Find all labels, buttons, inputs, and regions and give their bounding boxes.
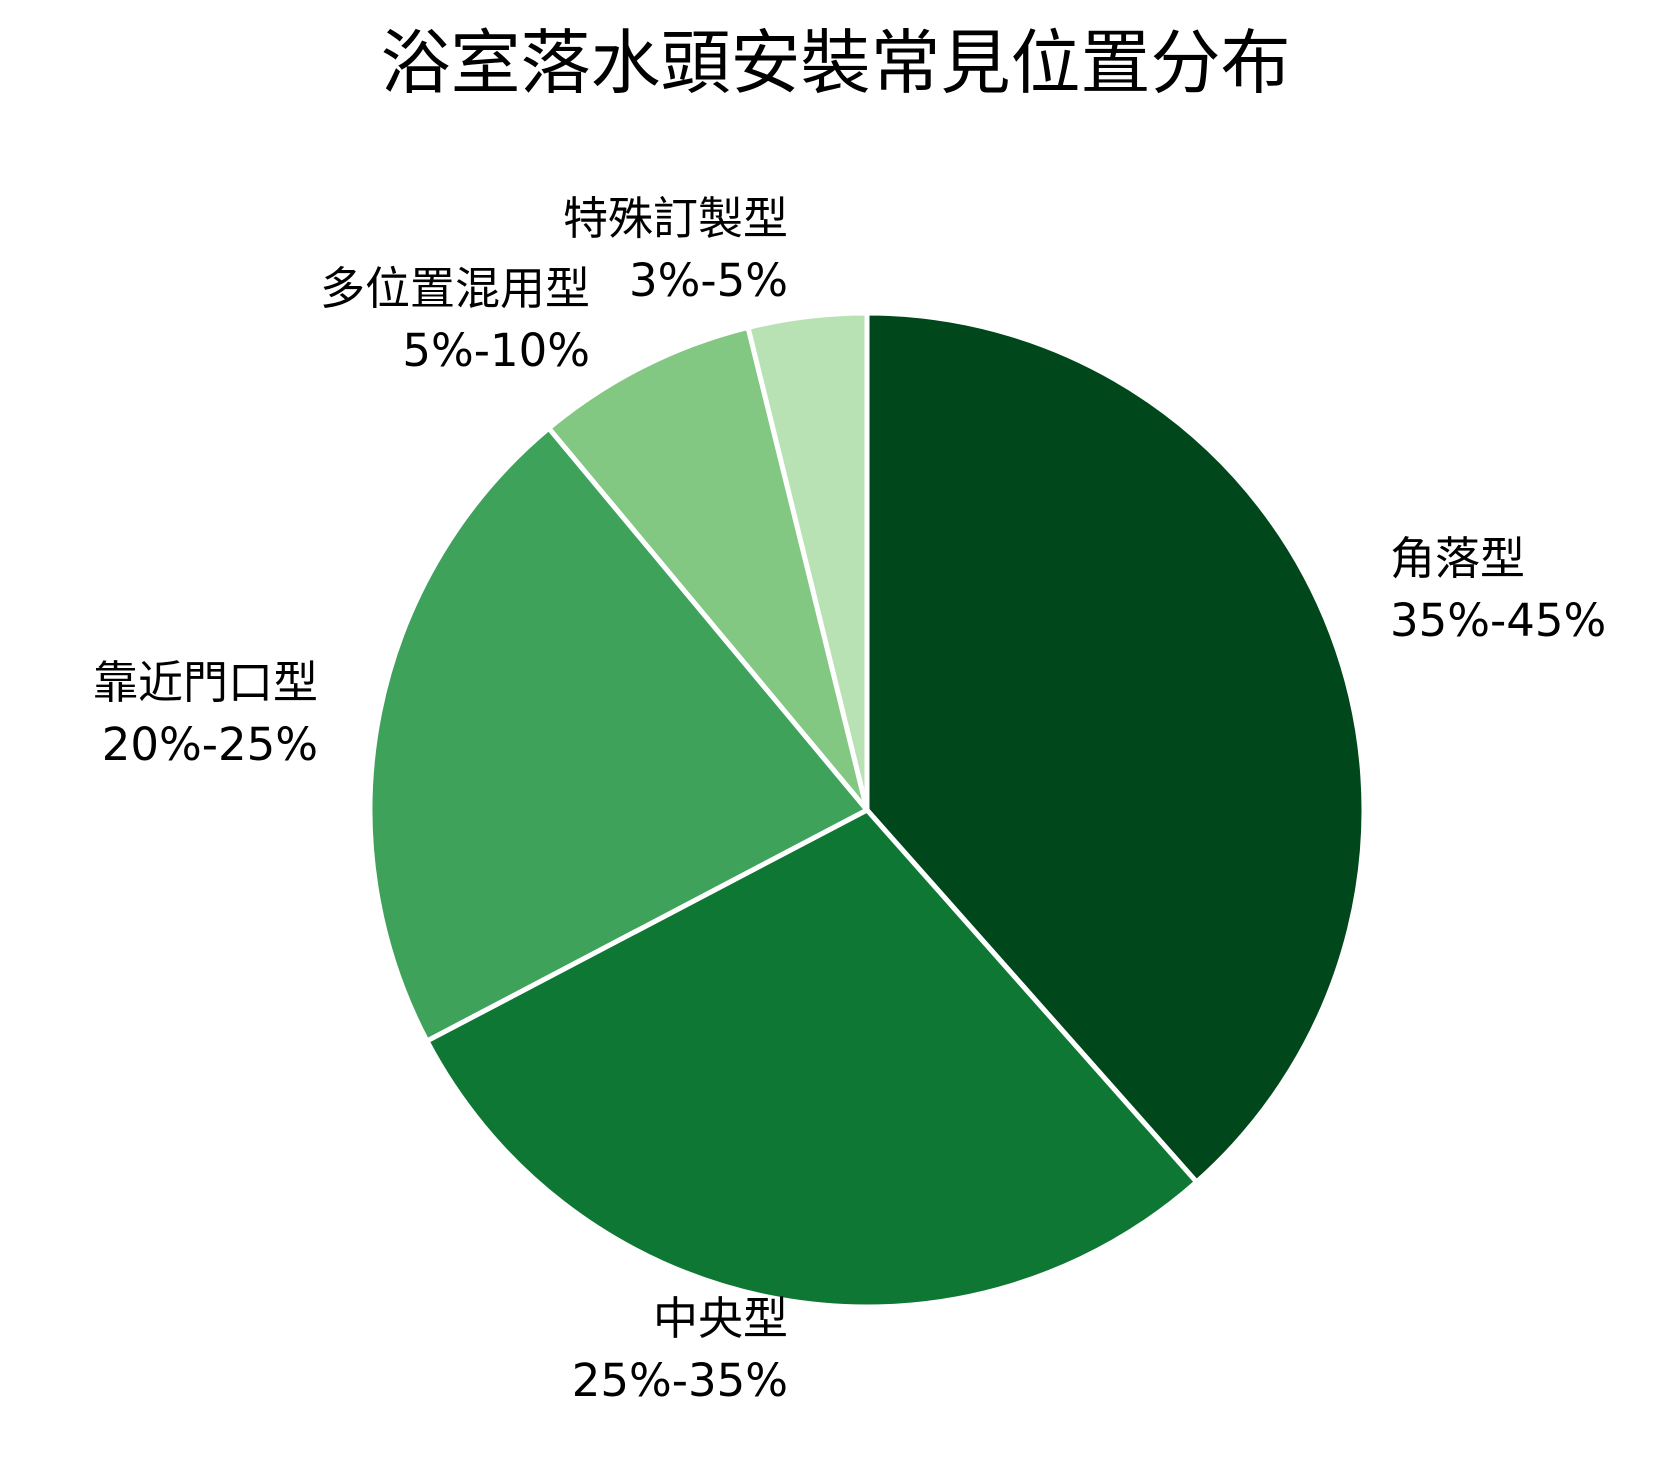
slice-label-range: 3%-5% <box>628 254 788 307</box>
slice-label-3: 多位置混用型 5%-10% <box>320 258 590 382</box>
slice-label-name: 角落型 <box>1390 532 1526 585</box>
slice-label-range: 20%-25% <box>101 718 318 771</box>
slice-label-2: 靠近門口型 20%-25% <box>93 652 318 776</box>
pie-slice-0 <box>864 310 1367 1185</box>
slice-label-0: 角落型 35%-45% <box>1390 528 1606 652</box>
pie-slice-3 <box>546 324 870 813</box>
slice-label-range: 35%-45% <box>1390 594 1607 647</box>
pie-slice-1 <box>424 807 1200 1310</box>
slice-label-name: 靠近門口型 <box>92 656 318 709</box>
slice-label-4: 特殊訂製型 3%-5% <box>563 188 788 312</box>
slice-label-range: 5%-10% <box>402 324 590 377</box>
pie-slice-4 <box>745 310 870 813</box>
pie-slice-2 <box>367 425 870 1044</box>
slice-label-1: 中央型 25%-35% <box>572 1288 788 1412</box>
slice-label-range: 25%-35% <box>571 1354 788 1407</box>
slice-label-name: 中央型 <box>652 1292 788 1345</box>
slice-label-name: 多位置混用型 <box>319 262 590 315</box>
slice-label-name: 特殊訂製型 <box>562 192 788 245</box>
chart-title: 浴室落水頭安裝常見位置分布 <box>380 22 1291 104</box>
